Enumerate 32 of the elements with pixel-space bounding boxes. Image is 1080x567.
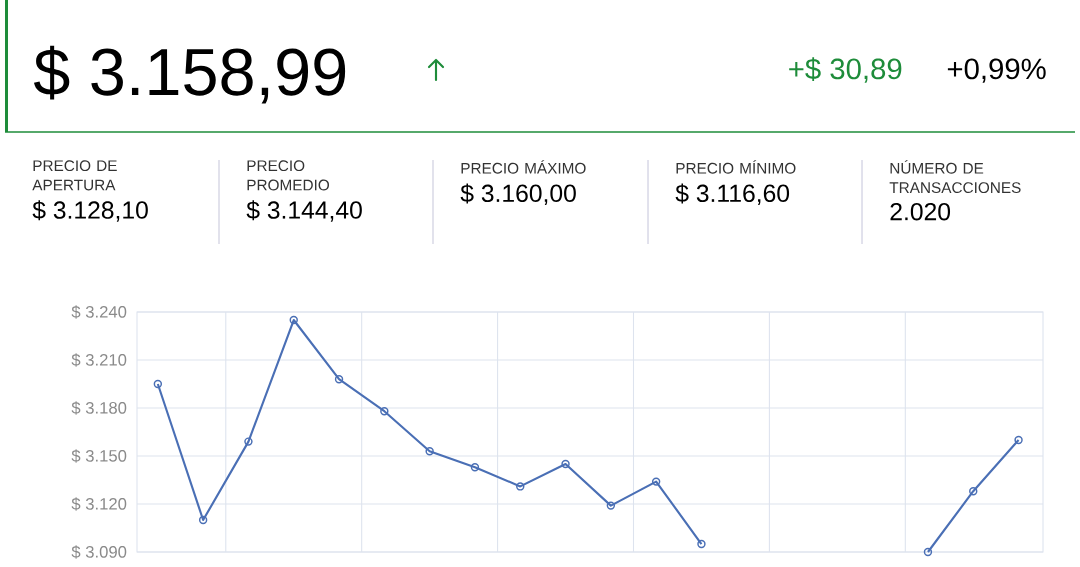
point bbox=[651, 477, 661, 486]
y-tick-label: $ 3.180 bbox=[71, 401, 127, 415]
text: PRECIO MÁXIMO bbox=[461, 160, 586, 174]
text: +$ 30,89 bbox=[789, 57, 902, 83]
text: 2.020 bbox=[890, 202, 951, 221]
point bbox=[380, 407, 389, 416]
point bbox=[516, 482, 525, 491]
text: +0,99% bbox=[947, 58, 1046, 83]
text: NÚMERO DE TRANSACCIONES bbox=[889, 160, 1021, 194]
text: $ 3.128,10 bbox=[32, 200, 148, 222]
y-tick-label: $ 3.210 bbox=[71, 353, 127, 367]
point bbox=[606, 501, 616, 510]
point bbox=[561, 459, 570, 469]
y-tick-label: $ 3.120 bbox=[71, 497, 127, 511]
text: $ 3.116,60 bbox=[675, 183, 790, 205]
point bbox=[470, 463, 480, 472]
y-tick-label: $ 3.240 bbox=[71, 305, 127, 319]
point bbox=[425, 447, 434, 456]
text: PRECIO PROMEDIO bbox=[247, 160, 330, 191]
text: $ 3.160,00 bbox=[460, 183, 576, 205]
text: $ 3.144,40 bbox=[246, 200, 362, 222]
text: PRECIO MÍNIMO bbox=[676, 160, 796, 174]
y-tick-label: $ 3.090 bbox=[71, 545, 127, 559]
point bbox=[198, 515, 208, 525]
point bbox=[1014, 435, 1023, 445]
text: PRECIO DE APERTURA bbox=[32, 160, 117, 191]
point bbox=[244, 437, 253, 446]
point bbox=[969, 487, 978, 496]
y-tick-label: $ 3.150 bbox=[71, 449, 127, 463]
point bbox=[334, 375, 344, 384]
point bbox=[289, 315, 298, 325]
chart-title: $ 3.158,99 bbox=[33, 45, 346, 104]
